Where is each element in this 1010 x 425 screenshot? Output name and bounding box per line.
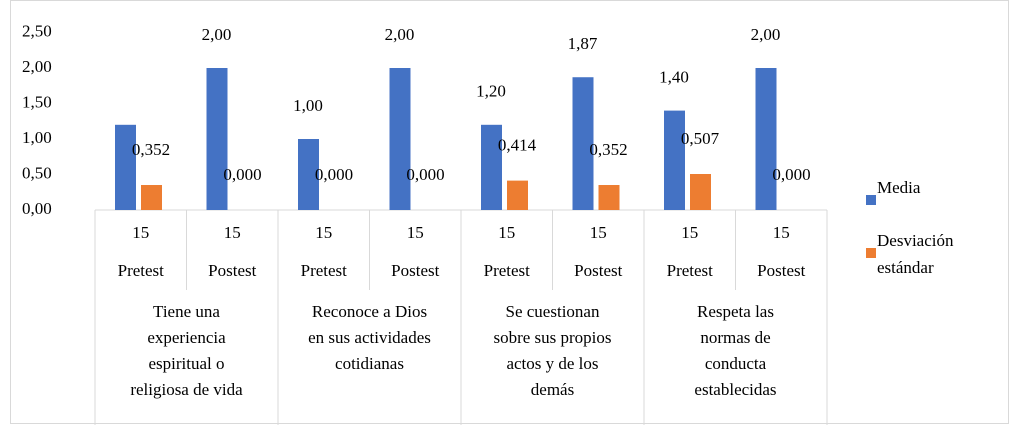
bar: [206, 68, 228, 210]
x-tick-label: Postest: [391, 261, 439, 280]
data-label: 0,352: [132, 140, 170, 159]
bar: [507, 180, 528, 210]
n-label: 15: [407, 223, 424, 242]
bar: [664, 110, 685, 210]
data-label: 0,414: [498, 136, 537, 155]
group-label: cotidianas: [335, 354, 404, 373]
data-label: 0,507: [681, 129, 720, 148]
group-label: religiosa de vida: [130, 380, 243, 399]
legend-swatch: [866, 248, 876, 258]
y-tick-label: 2,50: [22, 21, 52, 40]
n-label: 15: [590, 223, 607, 242]
bar: [115, 124, 136, 210]
x-tick-label: Postest: [574, 261, 622, 280]
chart-border: [10, 0, 1009, 424]
x-tick-label: Postest: [208, 261, 256, 280]
group-label: actos y de los: [506, 354, 598, 373]
x-tick-label: Pretest: [118, 261, 165, 280]
group-label: Tiene una: [153, 302, 220, 321]
bar: [298, 139, 319, 210]
data-label: 1,40: [659, 68, 689, 87]
group-label: demás: [531, 380, 574, 399]
y-tick-label: 0,50: [22, 163, 52, 182]
bar: [481, 124, 502, 210]
n-label: 15: [498, 223, 515, 242]
data-label: 2,00: [751, 25, 781, 44]
x-tick-label: Pretest: [667, 261, 714, 280]
group-label: Se cuestionan: [506, 302, 600, 321]
data-label: 0,000: [315, 165, 353, 184]
bar: [755, 68, 777, 210]
data-label: 0,000: [223, 165, 261, 184]
legend-label: estándar: [877, 258, 934, 277]
group-label: establecidas: [694, 380, 776, 399]
n-label: 15: [773, 223, 790, 242]
data-label: 0,352: [589, 140, 627, 159]
bar: [572, 77, 594, 210]
data-label: 1,20: [476, 82, 506, 101]
y-tick-label: 2,00: [22, 57, 52, 76]
data-label: 0,000: [406, 165, 444, 184]
bar: [389, 68, 411, 210]
y-tick-label: 1,50: [22, 92, 52, 111]
y-tick-label: 1,00: [22, 128, 52, 147]
x-tick-label: Postest: [757, 261, 805, 280]
legend-label: Desviación: [877, 231, 954, 250]
y-tick-label: 0,00: [22, 199, 52, 218]
data-label: 2,00: [202, 25, 232, 44]
legend-swatch: [866, 195, 876, 205]
data-label: 0,000: [772, 165, 810, 184]
group-label: Reconoce a Dios: [312, 302, 427, 321]
data-label: 1,87: [568, 34, 598, 53]
group-label: normas de: [700, 328, 770, 347]
n-label: 15: [315, 223, 332, 242]
bar: [141, 185, 162, 210]
bar: [690, 174, 711, 210]
group-label: sobre sus propios: [493, 328, 611, 347]
n-label: 15: [132, 223, 149, 242]
group-label: en sus actividades: [308, 328, 431, 347]
x-tick-label: Pretest: [301, 261, 348, 280]
group-label: Respeta las: [697, 302, 774, 321]
n-label: 15: [224, 223, 241, 242]
group-label: conducta: [705, 354, 767, 373]
legend-label: Media: [877, 178, 921, 197]
group-label: experiencia: [147, 328, 226, 347]
data-label: 1,00: [293, 96, 323, 115]
x-tick-label: Pretest: [484, 261, 531, 280]
group-label: espiritual o: [148, 354, 224, 373]
data-label: 2,00: [385, 25, 415, 44]
bar: [598, 185, 620, 210]
n-label: 15: [681, 223, 698, 242]
